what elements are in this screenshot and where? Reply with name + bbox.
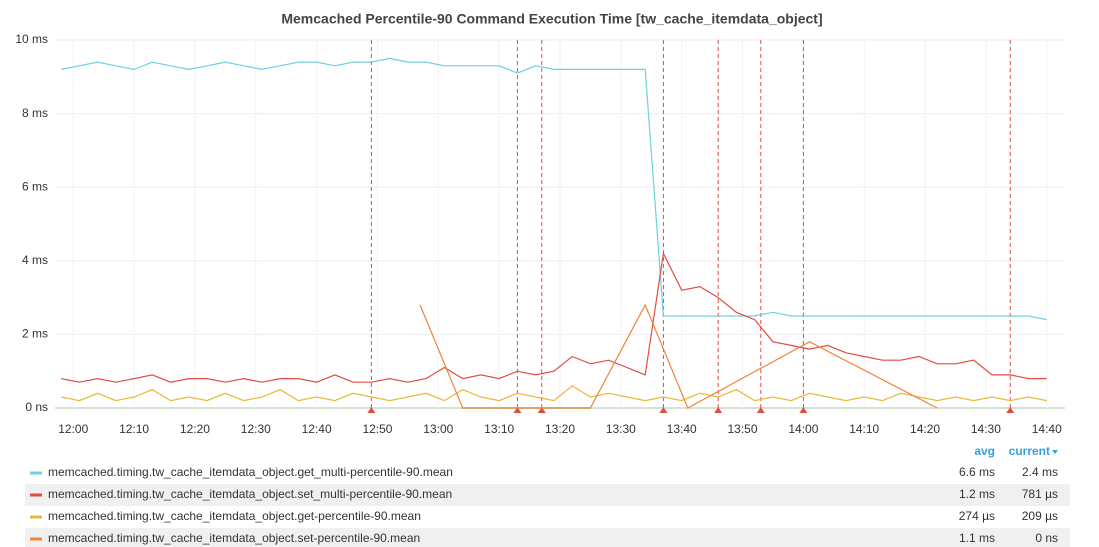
x-tick-label: 14:40 [1032, 422, 1062, 436]
y-tick-label: 6 ms [22, 179, 48, 193]
series-line [60, 385, 1047, 402]
x-tick-label: 12:20 [180, 422, 210, 436]
chart-title: Memcached Percentile-90 Command Executio… [281, 11, 822, 27]
y-tick-label: 4 ms [22, 253, 48, 267]
x-tick-label: 13:10 [484, 422, 514, 436]
y-tick-label: 10 ms [15, 32, 48, 46]
legend-row-bg [25, 528, 1070, 547]
x-tick-label: 14:10 [849, 422, 879, 436]
legend-avg: 1.2 ms [959, 487, 995, 501]
legend-current: 209 µs [1022, 509, 1058, 523]
annotation-marker [513, 407, 522, 413]
sort-caret [1052, 450, 1058, 454]
legend-avg: 274 µs [959, 509, 995, 523]
legend-avg: 6.6 ms [959, 465, 995, 479]
y-tick-label: 0 ns [25, 400, 48, 414]
legend-swatch [30, 471, 42, 475]
legend-header: avg [974, 444, 995, 458]
legend-label: memcached.timing.tw_cache_itemdata_objec… [48, 465, 453, 479]
x-tick-label: 13:20 [545, 422, 575, 436]
annotation-marker [659, 407, 668, 413]
x-tick-label: 13:00 [423, 422, 453, 436]
series-line [419, 303, 938, 409]
x-tick-label: 13:50 [728, 422, 758, 436]
x-tick-label: 12:40 [302, 422, 332, 436]
x-tick-label: 14:00 [788, 422, 818, 436]
y-tick-label: 8 ms [22, 106, 48, 120]
x-tick-label: 12:30 [241, 422, 271, 436]
annotation-marker [799, 407, 808, 413]
x-tick-label: 12:10 [119, 422, 149, 436]
legend-current: 0 ns [1035, 531, 1058, 545]
x-tick-label: 12:00 [58, 422, 88, 436]
legend-header: current [1009, 444, 1050, 458]
series-line [60, 57, 1047, 321]
legend-swatch [30, 537, 42, 541]
series-line [60, 251, 1047, 383]
legend-label: memcached.timing.tw_cache_itemdata_objec… [48, 509, 421, 523]
legend-row-bg [25, 484, 1070, 506]
x-tick-label: 14:20 [910, 422, 940, 436]
x-tick-label: 13:30 [606, 422, 636, 436]
legend-swatch [30, 515, 42, 519]
annotation-marker [714, 407, 723, 413]
legend-swatch [30, 493, 42, 497]
x-tick-label: 14:30 [971, 422, 1001, 436]
annotation-marker [367, 407, 376, 413]
annotation-marker [1006, 407, 1015, 413]
legend-label: memcached.timing.tw_cache_itemdata_objec… [48, 531, 420, 545]
annotation-marker [537, 407, 546, 413]
legend-avg: 1.1 ms [959, 531, 995, 545]
legend-current: 2.4 ms [1022, 465, 1058, 479]
x-tick-label: 13:40 [667, 422, 697, 436]
legend-label: memcached.timing.tw_cache_itemdata_objec… [48, 487, 452, 501]
legend-current: 781 µs [1022, 487, 1058, 501]
x-tick-label: 12:50 [362, 422, 392, 436]
annotation-marker [756, 407, 765, 413]
y-tick-label: 2 ms [22, 327, 48, 341]
